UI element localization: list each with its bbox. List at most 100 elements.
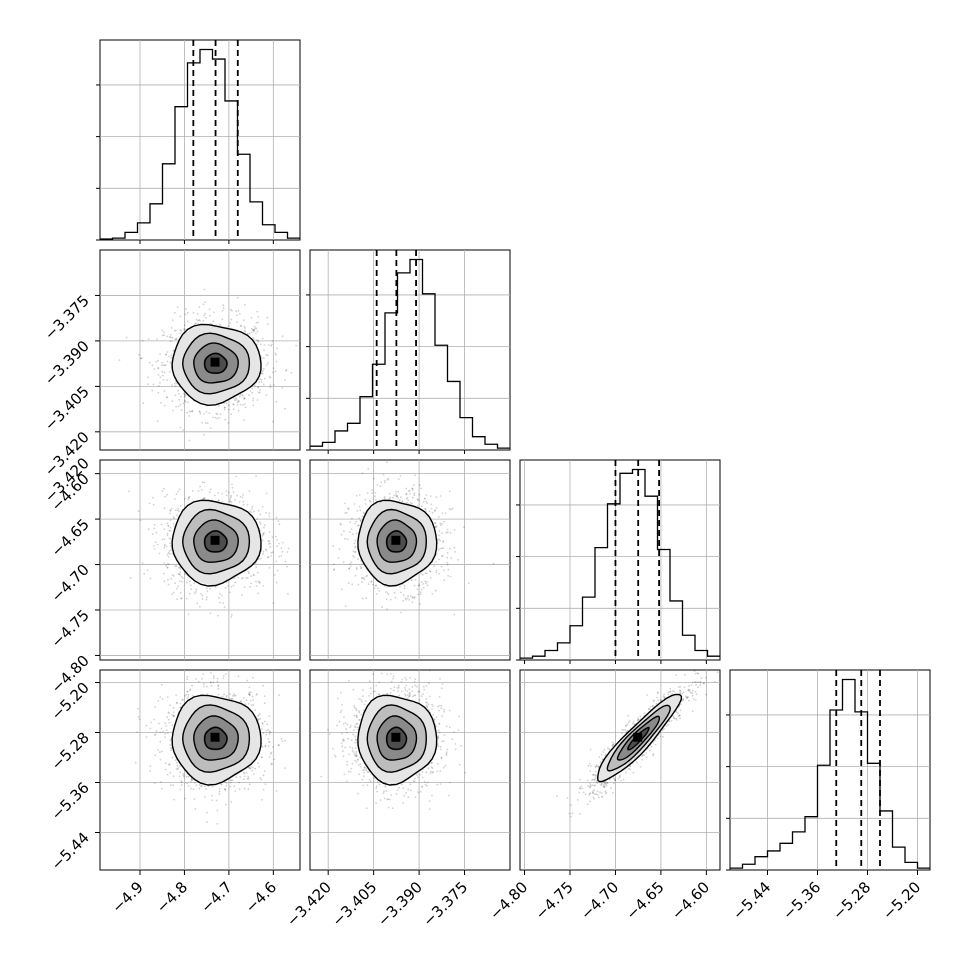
sample-point [193,582,196,585]
sample-point [413,584,416,587]
sample-point [209,491,211,493]
sample-point [268,344,270,346]
sample-point [253,338,255,340]
sample-point [167,555,170,558]
sample-point [196,602,199,605]
sample-point [227,422,230,424]
sample-point [248,572,250,575]
sample-point [190,588,193,591]
sample-point [441,512,444,514]
sample-point [360,567,362,570]
sample-point [268,512,271,514]
scatter-panel-2-1 [309,459,511,661]
sample-point [422,500,425,503]
sample-point [256,571,259,574]
sample-point [166,522,169,525]
sample-point [174,394,177,397]
sample-point [235,398,238,401]
sample-point [348,567,351,570]
sample-point [147,338,150,340]
sample-point [405,598,407,601]
sample-point [186,411,189,414]
sample-point [169,512,172,515]
sample-point [443,579,446,582]
sample-point [262,367,265,370]
sample-point [168,721,171,724]
sample-point [413,492,416,495]
sample-point [396,495,399,497]
sample-point [419,591,422,594]
sample-point [162,378,165,381]
sample-point [221,309,224,312]
sample-point [260,381,263,384]
sample-point [209,587,211,590]
sample-point [147,383,149,385]
sample-point [204,796,207,798]
sample-point [184,313,187,316]
sample-point [163,547,166,549]
sample-point [424,580,427,583]
sample-point [171,384,173,387]
sample-point [446,551,449,554]
sample-point [339,522,342,525]
sample-point [183,395,186,398]
sample-point [281,335,284,338]
sample-point [364,503,367,505]
sample-point [206,590,209,592]
density-peak [210,357,220,367]
sample-point [431,512,434,514]
sample-point [253,328,255,331]
sample-point [200,677,203,680]
sample-point [362,511,365,514]
sample-point [222,675,225,677]
sample-point [225,490,228,492]
sample-point [163,545,166,547]
sample-point [441,523,444,525]
sample-point [238,400,240,403]
sample-point [389,598,392,601]
sample-point [240,324,243,327]
sample-point [416,498,419,500]
sample-point [248,490,251,493]
sample-point [253,325,256,328]
sample-point [213,494,216,497]
sample-point [222,304,225,307]
sample-point [146,569,149,571]
sample-point [176,598,178,601]
sample-point [402,594,405,597]
sample-point [184,393,187,396]
sample-point [151,533,154,536]
sample-point [265,492,268,495]
sample-point [175,337,178,340]
sample-point [165,354,167,356]
density-peak [210,535,220,545]
sample-point [171,336,174,339]
sample-point [435,496,438,499]
sample-point [275,354,277,356]
sample-point [188,415,191,417]
sample-point [270,344,272,347]
sample-point [266,364,268,366]
sample-point [265,549,268,552]
sample-point [275,400,278,403]
sample-point [263,524,266,527]
sample-point [257,316,260,318]
sample-point [176,306,179,308]
sample-point [247,570,250,573]
sample-point [166,566,169,569]
sample-point [344,605,347,608]
sample-point [239,325,242,327]
sample-point [248,686,251,689]
sample-point [268,531,271,533]
sample-point [174,338,177,341]
sample-point [212,675,215,678]
sample-point [186,311,189,314]
sample-point [166,360,169,363]
sample-point [261,506,264,508]
sample-point [374,495,376,498]
sample-point [244,330,247,333]
sample-point [438,572,440,575]
sample-point [125,336,128,339]
sample-point [445,531,448,534]
sample-point [280,547,283,549]
